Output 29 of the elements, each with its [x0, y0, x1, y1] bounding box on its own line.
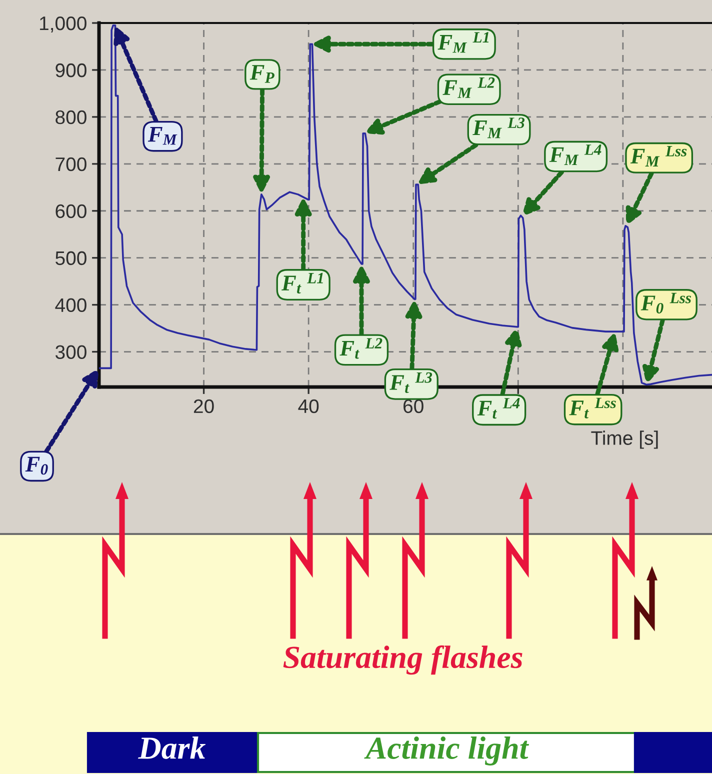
y-tick-label: 600 [56, 204, 86, 218]
annotation: F$_{M}$ [148, 127, 178, 145]
y-tick-label: 500 [56, 251, 86, 266]
y-tick-label: 800 [56, 110, 86, 124]
y-tick-label: 1,000 [40, 16, 86, 33]
text: Actinic light [364, 736, 529, 766]
annotation: F$_{M}$ $^{Lss}$ [630, 146, 687, 166]
x-axis-title: Time [s] [591, 430, 658, 449]
annotation: F$_{t}$ $^{L3}$ [390, 372, 432, 393]
annotation: F$_{P}$ [250, 65, 274, 83]
annotation: F$_{M}$ $^{L1}$ [438, 32, 489, 53]
y-tick-label: 700 [56, 157, 86, 172]
x-tick-label: 60 [404, 399, 424, 414]
annotation: F$_{M}$ $^{L4}$ [549, 144, 602, 165]
annotation: F$_{0}$ $^{Lss}$ [640, 292, 691, 314]
x-tick-label: 20 [194, 399, 214, 414]
y-tick-label: 300 [55, 345, 86, 360]
x-tick-label: 40 [298, 399, 319, 414]
text: Dark [138, 736, 206, 760]
y-tick-label: 400 [55, 298, 86, 312]
annotation: F$_{t}$ $^{L1}$ [282, 272, 323, 294]
y-tick-label: 900 [56, 63, 86, 78]
annotation: F$_{M}$ $^{L3}$ [472, 118, 525, 138]
annotation: F$_{0}$ [25, 456, 48, 475]
annotation: F$_{M}$ $^{L2}$ [442, 77, 495, 98]
annotation: F$_{t}$ $^{L4}$ [477, 398, 520, 419]
text: Saturating flashes [283, 645, 522, 675]
annotation: F$_{t}$ $^{L2}$ [340, 338, 382, 359]
annotation: F$_{t}$ $^{Lss}$ [569, 398, 616, 418]
